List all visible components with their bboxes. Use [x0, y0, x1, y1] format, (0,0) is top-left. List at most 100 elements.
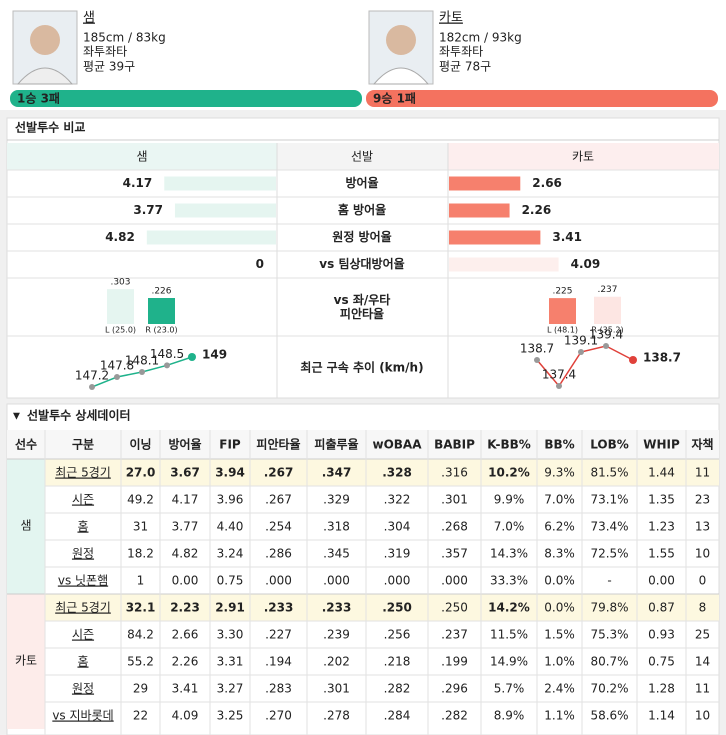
table-cell: .345 [323, 547, 350, 561]
player-body: 185cm / 83kg [83, 31, 166, 45]
value-label: 4.82 [105, 230, 135, 244]
row-link[interactable]: 시즌 [72, 493, 94, 507]
table-cell: .318 [323, 520, 350, 534]
table-cell: 3.77 [172, 520, 199, 534]
row-link[interactable]: 원정 [72, 682, 94, 696]
photo-body [372, 67, 430, 85]
row-label: 최근 구속 추이 (km/h) [300, 360, 423, 375]
table-cell: 0.93 [648, 628, 675, 642]
table-cell: 6.2% [544, 520, 575, 534]
table-header: 피안타율 [256, 437, 300, 452]
table-cell: .227 [265, 628, 292, 642]
table-cell: .000 [441, 574, 468, 588]
platoon-value: .237 [597, 285, 617, 295]
row-label: vs 좌/우타 피안타율 [334, 292, 391, 321]
table-cell: 14.2% [488, 601, 530, 615]
table-cell: 3.24 [217, 547, 244, 561]
table-cell: 14.3% [490, 547, 528, 561]
table-header: FIP [219, 438, 241, 452]
velocity-dot [534, 357, 540, 363]
bar [174, 203, 276, 218]
table-cell: 25 [695, 628, 710, 642]
velocity-label: 147.8 [100, 359, 134, 373]
row-link[interactable]: 시즌 [72, 628, 94, 642]
table-cell: 1.14 [648, 709, 675, 723]
velocity-label: 138.7 [520, 342, 554, 356]
row-link[interactable]: 최근 5경기 [55, 466, 111, 480]
table-cell: .233 [322, 601, 352, 615]
table-cell: 3.25 [217, 709, 244, 723]
table-cell: 10.2% [488, 466, 530, 480]
highlight-row [45, 594, 719, 621]
player-hand: 좌투좌타 [439, 45, 483, 59]
platoon-bar [148, 298, 175, 324]
row-link[interactable]: 홈 [77, 520, 88, 534]
bar [449, 257, 559, 272]
velocity-label: 148.5 [150, 347, 184, 361]
platoon-bar [594, 296, 621, 324]
platoon-value: .303 [110, 278, 130, 288]
table-header: K-BB% [487, 438, 531, 452]
table-cell: 81.5% [590, 466, 628, 480]
table-cell: .328 [382, 466, 412, 480]
photo-body [16, 67, 74, 85]
table-cell: .218 [384, 655, 411, 669]
value-label: 3.77 [133, 203, 163, 217]
table-cell: 7.0% [494, 520, 525, 534]
table-header: BABIP [434, 438, 475, 452]
table-cell: .284 [384, 709, 411, 723]
table-cell: - [607, 574, 611, 588]
table-cell: .304 [384, 520, 411, 534]
velocity-dot [114, 374, 120, 380]
player-name: 카토 [15, 654, 37, 668]
table-cell: 3.94 [215, 466, 245, 480]
row-link[interactable]: 원정 [72, 547, 94, 561]
table-cell: .278 [323, 709, 350, 723]
record: 1승 3패 [17, 92, 60, 106]
table-cell: 29 [133, 682, 148, 696]
player-name[interactable]: 카토 [439, 11, 463, 26]
row-link[interactable]: 홈 [77, 655, 88, 669]
table-cell: 4.82 [172, 547, 199, 561]
table-cell: 0.0% [544, 574, 575, 588]
table-cell: 18.2 [127, 547, 154, 561]
record: 9승 1패 [373, 92, 416, 106]
header-label: 선발 [351, 150, 373, 164]
bar [449, 230, 541, 245]
header-cell [7, 143, 277, 170]
row-link[interactable]: 최근 5경기 [55, 601, 111, 615]
table-cell: .233 [264, 601, 294, 615]
header-row [7, 430, 719, 459]
row-label: 원정 방어율 [332, 229, 391, 244]
velocity-dot [556, 383, 562, 389]
table-cell: 14 [695, 655, 710, 669]
value-label: 3.41 [552, 230, 582, 244]
table-cell: 1.1% [544, 709, 575, 723]
table-cell: .357 [441, 547, 468, 561]
table-cell: .347 [322, 466, 352, 480]
player-name[interactable]: 샘 [83, 11, 95, 26]
row-link[interactable]: vs 닛폰햄 [58, 574, 108, 588]
table-header: 자책 [691, 437, 713, 452]
table-cell: 2.91 [215, 601, 245, 615]
photo-head [30, 25, 60, 55]
table-cell: 49.2 [127, 493, 154, 507]
row-link[interactable]: vs 지바롯데 [52, 709, 113, 723]
table-header: WHIP [643, 438, 680, 452]
table-cell: 8.3% [544, 547, 575, 561]
platoon-split: R (35.2) [591, 326, 623, 335]
highlight-row [45, 459, 719, 486]
bar [146, 230, 276, 245]
value-label: 2.66 [532, 176, 562, 190]
section-title: 선발투수 상세데이터 [27, 408, 131, 423]
table-cell: .202 [323, 655, 350, 669]
record-bar [366, 90, 718, 107]
table-cell: 23 [695, 493, 710, 507]
header-cell [448, 143, 719, 170]
velocity-label: 139.1 [564, 334, 598, 348]
platoon-bar [549, 298, 576, 324]
collapse-icon[interactable]: ▼ [13, 412, 20, 422]
value-label: 2.26 [522, 203, 552, 217]
player-body: 182cm / 93kg [439, 31, 522, 45]
